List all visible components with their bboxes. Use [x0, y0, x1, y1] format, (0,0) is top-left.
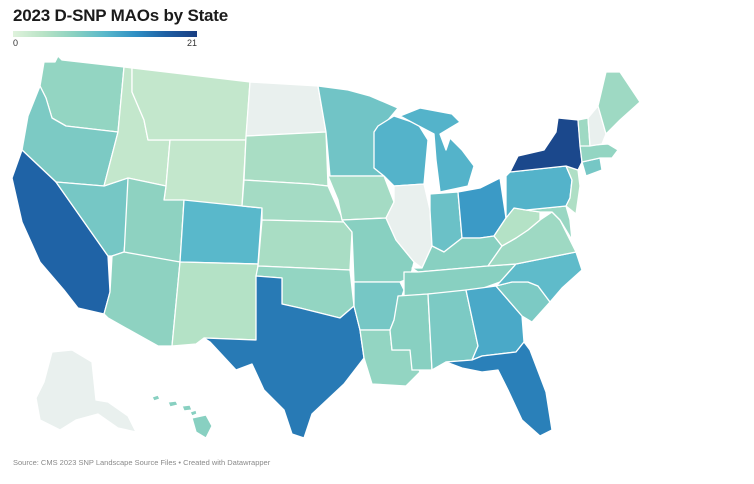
state-wy[interactable]: [163, 139, 247, 207]
state-sd[interactable]: [243, 131, 329, 187]
state-fl[interactable]: [445, 341, 553, 437]
state-ma[interactable]: [579, 143, 619, 163]
state-md[interactable]: [525, 205, 573, 241]
state-wi[interactable]: [373, 115, 429, 187]
state-nj[interactable]: [565, 165, 581, 215]
us-state-map: [11, 55, 641, 439]
state-mt[interactable]: [131, 67, 251, 141]
state-me[interactable]: [597, 71, 641, 135]
state-shapes: [11, 55, 641, 439]
state-nd[interactable]: [245, 81, 327, 137]
chart-title: 2023 D-SNP MAOs by State: [13, 6, 229, 25]
legend-gradient-bar: [13, 31, 197, 37]
state-il[interactable]: [385, 183, 433, 269]
state-az[interactable]: [103, 251, 181, 347]
state-nh[interactable]: [587, 105, 607, 147]
color-legend: 0 21: [13, 31, 197, 49]
legend-labels: 0 21: [13, 37, 197, 49]
legend-min-label: 0: [13, 38, 19, 48]
state-ak[interactable]: [35, 349, 137, 433]
state-co[interactable]: [179, 199, 263, 265]
state-nm[interactable]: [171, 261, 259, 347]
state-mi[interactable]: [399, 107, 475, 193]
source-footer: Source: CMS 2023 SNP Landscape Source Fi…: [13, 458, 271, 467]
state-hi[interactable]: [151, 394, 213, 439]
state-ks[interactable]: [257, 219, 353, 271]
state-ny[interactable]: [509, 117, 583, 173]
state-tx[interactable]: [203, 275, 365, 439]
legend-max-label: 21: [186, 38, 197, 48]
